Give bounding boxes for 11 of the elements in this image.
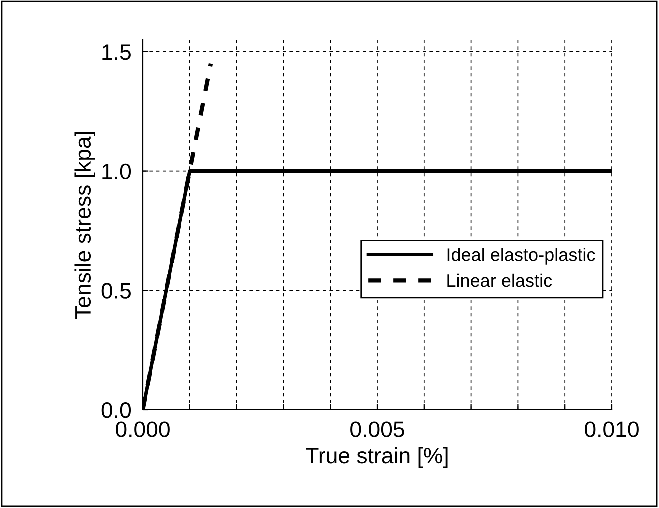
y-axis-title: Tensile stress [kpa] [74, 132, 96, 319]
x-tick-label: 0.000 [116, 422, 170, 438]
x-tick-label: 0.005 [350, 422, 404, 438]
legend-label: Ideal elasto-plastic [448, 248, 596, 265]
y-tick-label: 1.0 [102, 164, 132, 180]
y-tick-label: 0.0 [102, 402, 132, 418]
y-tick-label: 1.5 [102, 44, 131, 60]
legend-label: Linear elastic [448, 274, 552, 288]
x-tick-label: 0.010 [585, 422, 639, 438]
x-axis-title: True strain [%] [306, 447, 448, 468]
y-tick-label: 0.5 [102, 283, 131, 299]
